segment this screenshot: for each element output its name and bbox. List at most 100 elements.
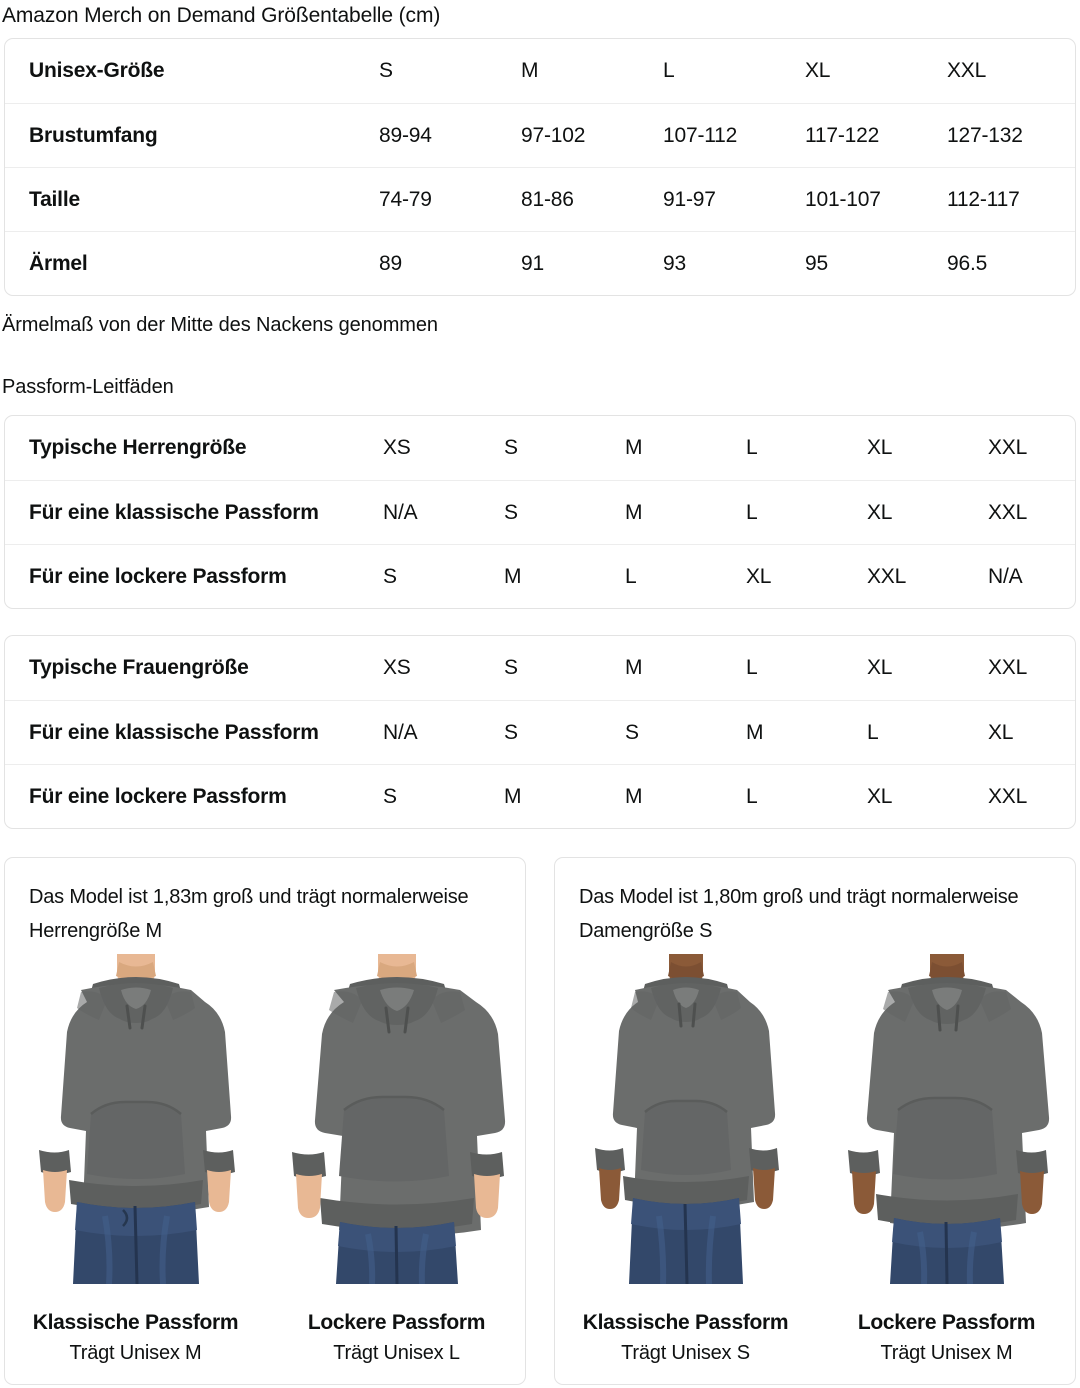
cell-chest-xxl: 127-132	[947, 123, 1023, 147]
column-header-m: M	[625, 436, 643, 459]
cell-mens-classic-xs: N/A	[383, 500, 418, 524]
cell-mens-classic-xl: XL	[867, 500, 893, 524]
cell-sleeve-xl: 95	[805, 251, 828, 275]
row-label-sleeve: Ärmel	[29, 251, 88, 275]
womens-model-figures	[555, 954, 1075, 1284]
cell-womens-loose-xs: S	[383, 784, 397, 808]
table-row: Brustumfang 89-94 97-102 107-112 117-122…	[5, 103, 1075, 167]
column-header-xxl: XXL	[988, 656, 1028, 679]
cell-waist-xl: 101-107	[805, 187, 881, 211]
fit-title: Klassische Passform	[582, 1311, 789, 1334]
table-row: Für eine lockere Passform S M M L XL XXL	[5, 764, 1075, 828]
mens-model-figures	[5, 954, 525, 1284]
table-row: Taille 74-79 81-86 91-97 101-107 112-117	[5, 167, 1075, 231]
cell-waist-s: 74-79	[379, 187, 432, 211]
cell-womens-classic-m: S	[625, 720, 639, 744]
cell-mens-classic-l: L	[746, 500, 758, 524]
cell-womens-loose-xl: XL	[867, 784, 893, 808]
cell-mens-loose-xs: S	[383, 564, 397, 588]
mens-model-card: Das Model ist 1,83m groß und trägt norma…	[4, 857, 526, 1385]
row-label-typical-mens-size: Typische Herrengröße	[29, 436, 247, 459]
column-header-l: L	[663, 59, 675, 82]
fit-subtitle: Trägt Unisex L	[333, 1342, 460, 1364]
column-header-s: S	[379, 59, 393, 82]
cell-womens-classic-xl: L	[867, 720, 879, 744]
cell-womens-classic-xs: N/A	[383, 720, 418, 744]
cell-mens-loose-l: XL	[746, 564, 772, 588]
mens-loose-fit-label-group: Lockere Passform Trägt Unisex L	[266, 1308, 525, 1368]
cell-chest-m: 97-102	[521, 123, 586, 147]
table-header-row: Unisex-Größe S M L XL XXL	[5, 39, 1075, 103]
table-row: Für eine lockere Passform S M L XL XXL N…	[5, 544, 1075, 608]
row-label-mens-classic-fit: Für eine klassische Passform	[29, 500, 319, 524]
row-label-womens-loose-fit: Für eine lockere Passform	[29, 784, 287, 808]
mens-model-caption: Das Model ist 1,83m groß und trägt norma…	[29, 886, 469, 942]
table-header-row: Typische Herrengröße XS S M L XL XXL	[5, 416, 1075, 480]
womens-fit-guide-table: Typische Frauengröße XS S M L XL XXL Für…	[4, 635, 1076, 829]
womens-model-caption: Das Model ist 1,80m groß und trägt norma…	[579, 886, 1019, 942]
column-header-label: Unisex-Größe	[29, 59, 165, 82]
page-title: Amazon Merch on Demand Größentabelle (cm…	[2, 4, 441, 27]
cell-womens-loose-xxl: XXL	[988, 784, 1028, 808]
womens-model-card: Das Model ist 1,80m groß und trägt norma…	[554, 857, 1076, 1385]
female-model-loose-fit	[832, 954, 1062, 1284]
row-label-womens-classic-fit: Für eine klassische Passform	[29, 720, 319, 744]
cell-chest-xl: 117-122	[805, 123, 880, 147]
sleeve-measurement-note: Ärmelmaß von der Mitte des Nackens genom…	[2, 314, 438, 336]
cell-womens-classic-s: S	[504, 720, 518, 744]
column-header-s: S	[504, 436, 518, 459]
female-loose-fit-illustration	[847, 954, 1049, 1284]
fit-title: Lockere Passform	[307, 1311, 486, 1334]
cell-chest-s: 89-94	[379, 123, 432, 147]
cell-sleeve-l: 93	[663, 251, 686, 275]
cell-sleeve-s: 89	[379, 251, 402, 275]
cell-mens-classic-s: S	[504, 500, 518, 524]
cell-womens-classic-xxl: XL	[988, 720, 1014, 744]
column-header-l: L	[746, 436, 758, 459]
column-header-s: S	[504, 656, 518, 679]
table-row: Für eine klassische Passform N/A S S M L…	[5, 700, 1075, 764]
male-classic-fit-illustration	[38, 954, 235, 1284]
column-header-xl: XL	[867, 436, 893, 459]
mens-fit-guide-table: Typische Herrengröße XS S M L XL XXL Für…	[4, 415, 1076, 609]
cell-mens-loose-s: M	[504, 564, 522, 588]
column-header-m: M	[521, 59, 539, 82]
cell-mens-loose-m: L	[625, 564, 637, 588]
column-header-l: L	[746, 656, 758, 679]
cell-womens-loose-m: M	[625, 784, 643, 808]
womens-classic-fit-label-group: Klassische Passform Trägt Unisex S	[555, 1308, 816, 1368]
cell-mens-loose-xxl: N/A	[988, 564, 1023, 588]
cell-waist-l: 91-97	[663, 187, 716, 211]
cell-chest-l: 107-112	[663, 123, 738, 147]
column-header-xxl: XXL	[988, 436, 1028, 459]
cell-sleeve-m: 91	[521, 251, 544, 275]
cell-womens-loose-l: L	[746, 784, 758, 808]
fit-guides-heading: Passform-Leitfäden	[2, 376, 174, 398]
male-model-classic-fit	[21, 954, 251, 1284]
cell-mens-loose-xl: XXL	[867, 564, 907, 588]
column-header-xl: XL	[867, 656, 893, 679]
female-classic-fit-illustration	[594, 954, 779, 1284]
table-header-row: Typische Frauengröße XS S M L XL XXL	[5, 636, 1075, 700]
table-row: Für eine klassische Passform N/A S M L X…	[5, 480, 1075, 544]
unisex-size-table: Unisex-Größe S M L XL XXL Brustumfang 89…	[4, 38, 1076, 296]
female-model-classic-fit	[571, 954, 801, 1284]
cell-waist-m: 81-86	[521, 187, 574, 211]
mens-model-labels: Klassische Passform Trägt Unisex M Locke…	[5, 1308, 525, 1368]
row-label-mens-loose-fit: Für eine lockere Passform	[29, 564, 287, 588]
row-label-typical-womens-size: Typische Frauengröße	[29, 656, 249, 679]
fit-subtitle: Trägt Unisex M	[880, 1342, 1013, 1364]
row-label-waist: Taille	[29, 187, 80, 211]
male-model-loose-fit	[282, 954, 512, 1284]
fit-subtitle: Trägt Unisex S	[621, 1342, 750, 1364]
male-loose-fit-illustration	[291, 954, 505, 1284]
column-header-xs: XS	[383, 436, 411, 459]
cell-mens-classic-m: M	[625, 500, 643, 524]
cell-sleeve-xxl: 96.5	[947, 251, 988, 275]
column-header-m: M	[625, 656, 643, 679]
column-header-xl: XL	[805, 59, 831, 82]
cell-womens-classic-l: M	[746, 720, 764, 744]
fit-title: Klassische Passform	[32, 1311, 239, 1334]
cell-womens-loose-s: M	[504, 784, 522, 808]
column-header-xxl: XXL	[947, 59, 987, 82]
